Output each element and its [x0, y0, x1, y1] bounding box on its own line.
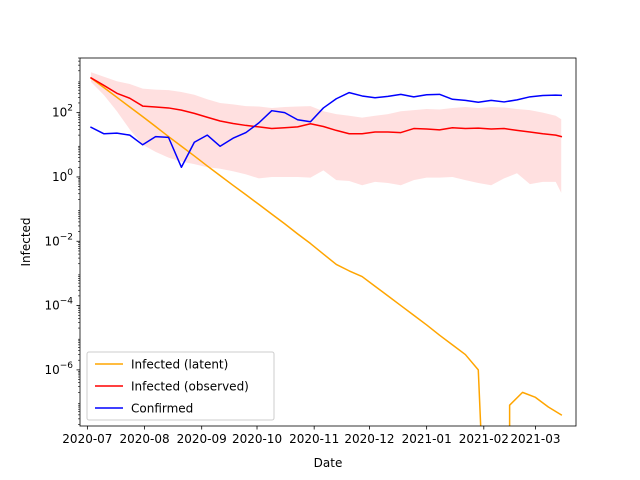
y-axis-label: Infected — [19, 217, 33, 266]
series-line-infected-observed — [90, 76, 563, 138]
y-tick-label: 102 — [52, 104, 73, 120]
x-tick-label: 2020-11 — [289, 432, 339, 446]
axes-frame — [79, 57, 577, 427]
x-tick-label: 2021-01 — [402, 432, 452, 446]
legend-entry-label: Confirmed — [131, 402, 193, 416]
x-axis-label: Date — [314, 456, 343, 470]
x-tick-label: 2020-10 — [232, 432, 282, 446]
series-line-infected-latent-segment-1 — [90, 76, 482, 426]
legend: Infected (latent) Infected (observed) Conf… — [86, 351, 275, 421]
y-tick-label: 100 — [52, 168, 73, 184]
legend-entry-label: Infected (observed) — [131, 380, 249, 394]
series-line-confirmed — [90, 91, 563, 169]
x-tick-label: 2020-12 — [344, 432, 394, 446]
x-tick-label: 2020-08 — [119, 432, 169, 446]
y-tick-label: 10−2 — [44, 232, 73, 248]
plot-area — [90, 72, 563, 426]
legend-frame — [86, 351, 275, 421]
y-tick-label: 10−4 — [44, 297, 73, 313]
series-line-infected-latent-segment-2 — [508, 391, 563, 426]
y-tick-label: 10−6 — [44, 361, 73, 377]
x-tick-label: 2021-02 — [459, 432, 509, 446]
legend-entry-label: Infected (latent) — [131, 358, 228, 372]
observed-confidence-band — [91, 72, 562, 193]
x-tick-label: 2020-09 — [177, 432, 227, 446]
x-tick-label: 2021-03 — [510, 432, 560, 446]
y-axis: 10−6 10−4 10−2 100 102 — [44, 57, 80, 425]
x-axis: 2020-07 2020-08 2020-09 2020-10 2020-11 2020-… — [62, 426, 561, 446]
x-tick-label: 2020-07 — [62, 432, 112, 446]
